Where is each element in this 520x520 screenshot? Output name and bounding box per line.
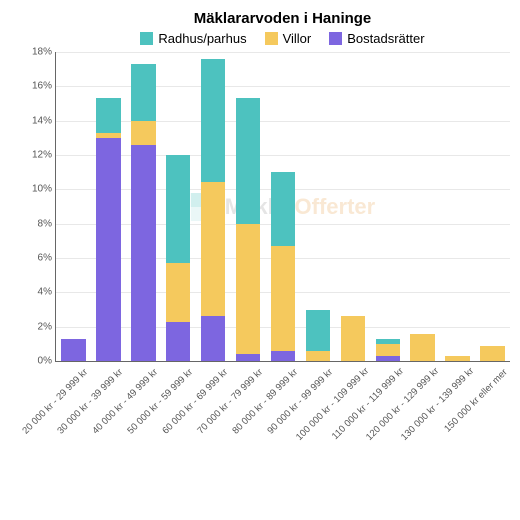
bar-slot: [300, 52, 335, 361]
x-tick-label: 90 000 kr - 99 999 kr: [265, 367, 335, 437]
bar-segment-radhus/parhus: [201, 59, 225, 183]
bar-segment-villor: [166, 263, 190, 321]
stacked-bar: [410, 334, 434, 361]
bar-segment-bostadsrätter: [166, 322, 190, 361]
x-tick-label: 50 000 kr - 59 999 kr: [125, 367, 195, 437]
legend-swatch: [140, 32, 153, 45]
bar-segment-bostadsrätter: [131, 145, 155, 361]
y-tick-label: 8%: [38, 218, 52, 229]
stacked-bar: [480, 346, 504, 361]
stacked-bar: [445, 356, 469, 361]
plot-area: Andelen säljare som betalat arvodet Mäkl…: [55, 52, 510, 362]
bar-slot: [266, 52, 301, 361]
bar-segment-bostadsrätter: [201, 316, 225, 361]
x-tick-label: 80 000 kr - 89 999 kr: [230, 367, 300, 437]
legend-swatch: [329, 32, 342, 45]
y-tick-label: 10%: [32, 184, 52, 195]
chart-title: Mäklararvoden i Haninge: [55, 10, 510, 27]
bar-slot: [161, 52, 196, 361]
y-tick-label: 18%: [32, 47, 52, 58]
stacked-bar: [341, 316, 365, 361]
bar-segment-radhus/parhus: [166, 155, 190, 263]
bar-segment-bostadsrätter: [271, 351, 295, 361]
bar-segment-villor: [271, 246, 295, 351]
legend-label: Radhus/parhus: [158, 31, 246, 46]
legend-item-villor: Villor: [265, 31, 312, 46]
bar-segment-villor: [341, 316, 365, 361]
bar-segment-villor: [236, 224, 260, 354]
bar-segment-bostadsrätter: [236, 354, 260, 361]
y-tick-label: 4%: [38, 287, 52, 298]
bar-slot: [126, 52, 161, 361]
bar-slot: [196, 52, 231, 361]
bars: [56, 52, 510, 361]
x-tick-label: 150 000 kr eller mer: [442, 367, 510, 435]
bar-segment-bostadsrätter: [376, 356, 400, 361]
x-tick-label: 70 000 kr - 79 999 kr: [195, 367, 265, 437]
bar-segment-villor: [480, 346, 504, 361]
y-tick-label: 16%: [32, 81, 52, 92]
bar-slot: [405, 52, 440, 361]
bar-segment-villor: [131, 121, 155, 145]
stacked-bar: [376, 339, 400, 361]
y-tick-label: 0%: [38, 356, 52, 367]
bar-segment-villor: [410, 334, 434, 361]
x-tick-label: 60 000 kr - 69 999 kr: [160, 367, 230, 437]
bar-segment-radhus/parhus: [271, 172, 295, 246]
bar-segment-bostadsrätter: [96, 138, 120, 361]
bar-segment-villor: [201, 182, 225, 316]
stacked-bar: [236, 98, 260, 361]
legend-item-bostadsratter: Bostadsrätter: [329, 31, 424, 46]
stacked-bar: [131, 64, 155, 361]
bar-segment-radhus/parhus: [306, 310, 330, 351]
bar-slot: [335, 52, 370, 361]
y-tick-label: 2%: [38, 321, 52, 332]
legend-swatch: [265, 32, 278, 45]
x-tick-label: 20 000 kr - 29 999 kr: [20, 367, 90, 437]
legend-item-radhus: Radhus/parhus: [140, 31, 246, 46]
x-tick-label: 40 000 kr - 49 999 kr: [90, 367, 160, 437]
stacked-bar: [96, 98, 120, 361]
legend-label: Villor: [283, 31, 312, 46]
legend-label: Bostadsrätter: [347, 31, 424, 46]
bar-segment-radhus/parhus: [236, 98, 260, 223]
y-tick-label: 6%: [38, 253, 52, 264]
bar-slot: [231, 52, 266, 361]
y-tick-label: 12%: [32, 150, 52, 161]
stacked-bar: [201, 59, 225, 361]
chart-container: Mäklararvoden i Haninge Radhus/parhus Vi…: [0, 0, 520, 520]
x-tick-label: 30 000 kr - 39 999 kr: [55, 367, 125, 437]
bar-slot: [91, 52, 126, 361]
bar-slot: [56, 52, 91, 361]
stacked-bar: [306, 310, 330, 362]
stacked-bar: [166, 155, 190, 361]
bar-segment-radhus/parhus: [131, 64, 155, 121]
bar-slot: [440, 52, 475, 361]
bar-slot: [370, 52, 405, 361]
bar-segment-villor: [445, 356, 469, 361]
bar-segment-bostadsrätter: [61, 339, 85, 361]
legend: Radhus/parhus Villor Bostadsrätter: [55, 31, 510, 46]
bar-slot: [475, 52, 510, 361]
stacked-bar: [271, 172, 295, 361]
bar-segment-villor: [306, 351, 330, 361]
bar-segment-villor: [376, 344, 400, 356]
stacked-bar: [61, 339, 85, 361]
bar-segment-radhus/parhus: [96, 98, 120, 132]
y-tick-label: 14%: [32, 115, 52, 126]
